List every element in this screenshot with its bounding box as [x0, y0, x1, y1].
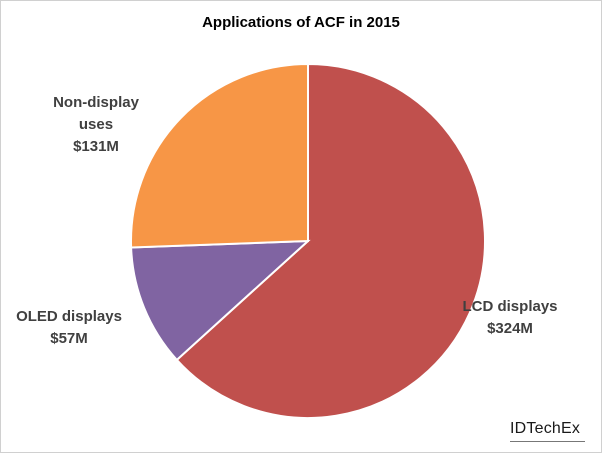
- slice-label-lcd-value: $324M: [487, 320, 533, 337]
- pie-slice-non-display-uses: [130, 62, 309, 249]
- pie-slice-lcd-displays: [175, 62, 486, 419]
- logo-underline: [510, 441, 585, 442]
- slice-label-oled: OLED displays $57M: [14, 306, 124, 350]
- slice-label-non-display-value: $131M: [73, 138, 119, 155]
- idtechex-logo: IDTechEx: [510, 420, 581, 437]
- pie-slice-oled-displays: [130, 239, 311, 362]
- slice-label-lcd-name: LCD displays: [462, 298, 558, 315]
- chart-title: Applications of ACF in 2015: [202, 14, 400, 31]
- slice-label-oled-name: OLED displays: [16, 308, 122, 325]
- slice-label-non-display-line1: Non-display: [53, 94, 139, 111]
- slice-label-non-display-line2: uses: [78, 116, 114, 133]
- slice-label-oled-value: $57M: [50, 330, 88, 347]
- slice-label-non-display: Non-display uses $131M: [40, 92, 152, 158]
- slice-label-lcd: LCD displays $324M: [455, 296, 565, 340]
